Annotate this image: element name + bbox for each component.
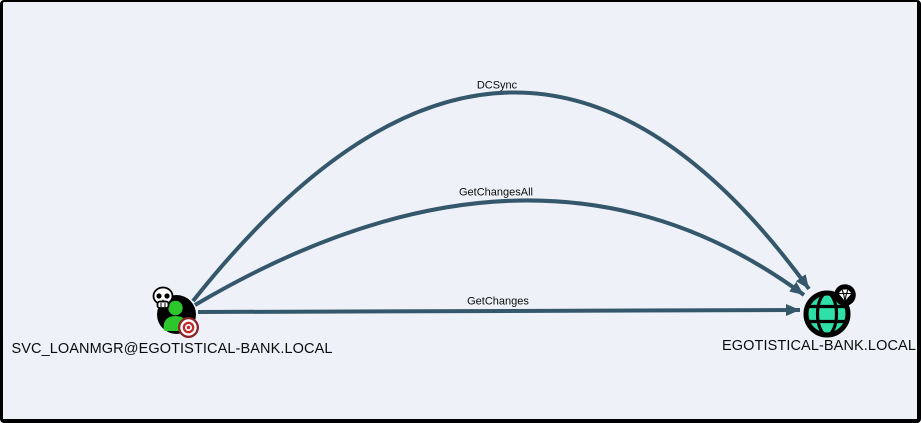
- edge-label-dcsync[interactable]: DCSync: [476, 79, 518, 92]
- globe-icon: [803, 290, 851, 338]
- edge-label-getchangesall[interactable]: GetChangesAll: [459, 186, 533, 199]
- edge-getchangesall[interactable]: [193, 198, 806, 307]
- edge-dcsync[interactable]: [191, 90, 811, 303]
- node-domain-egotistical-bank[interactable]: [803, 284, 856, 338]
- target-icon: [178, 317, 199, 338]
- edge-label-getchanges[interactable]: GetChanges: [467, 295, 529, 308]
- skull-owned-icon: [152, 286, 174, 309]
- edge-getchanges[interactable]: [197, 304, 801, 317]
- node-label-user[interactable]: SVC_LOANMGR@EGOTISTICAL-BANK.LOCAL: [11, 340, 333, 357]
- node-user-svc-loanmgr[interactable]: [152, 286, 200, 339]
- diamond-high-value-icon: [834, 284, 856, 306]
- graph-svg: [152, 90, 856, 339]
- node-label-domain[interactable]: EGOTISTICAL-BANK.LOCAL: [722, 337, 916, 354]
